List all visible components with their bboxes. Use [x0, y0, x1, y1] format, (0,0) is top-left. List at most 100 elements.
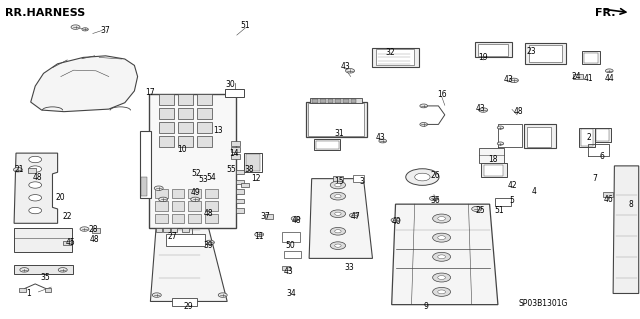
Bar	[188, 201, 201, 211]
Circle shape	[205, 240, 214, 245]
Text: 38: 38	[244, 165, 255, 174]
Circle shape	[82, 28, 88, 31]
Text: 41: 41	[584, 74, 594, 83]
Circle shape	[391, 218, 400, 222]
Bar	[188, 189, 201, 198]
Circle shape	[330, 192, 346, 200]
Bar	[149, 94, 236, 228]
Bar	[244, 153, 262, 172]
Bar	[178, 108, 193, 119]
Bar	[372, 48, 419, 67]
Bar	[241, 182, 249, 188]
Text: 3: 3	[359, 177, 364, 186]
Text: 9: 9	[423, 302, 428, 311]
Text: FR.: FR.	[595, 8, 616, 18]
Text: 1: 1	[26, 289, 31, 298]
Text: 11: 11	[255, 232, 264, 241]
Text: 19: 19	[478, 53, 488, 62]
Text: 39: 39	[203, 241, 213, 250]
Bar	[63, 241, 71, 246]
Circle shape	[497, 126, 504, 129]
Bar	[484, 165, 503, 176]
Bar	[308, 103, 364, 136]
Bar	[140, 131, 151, 198]
Bar	[197, 136, 212, 147]
Bar	[172, 201, 184, 211]
Bar	[320, 99, 326, 103]
Bar	[159, 136, 174, 147]
Text: 2: 2	[586, 133, 591, 142]
Bar	[159, 122, 174, 133]
Bar	[310, 98, 362, 103]
Text: 43: 43	[340, 63, 351, 71]
Circle shape	[330, 210, 346, 218]
Circle shape	[152, 293, 161, 297]
Text: 48: 48	[203, 209, 213, 218]
Bar	[595, 128, 611, 142]
Bar	[479, 148, 504, 163]
Bar	[45, 288, 51, 292]
Circle shape	[80, 227, 89, 231]
Text: 47: 47	[350, 212, 360, 221]
Bar	[155, 189, 168, 198]
Circle shape	[438, 276, 445, 279]
Circle shape	[255, 232, 264, 237]
Circle shape	[58, 268, 67, 272]
Bar	[19, 288, 26, 292]
Bar	[333, 176, 343, 182]
Text: 16: 16	[436, 90, 447, 99]
Circle shape	[29, 182, 42, 188]
Bar	[28, 168, 36, 173]
Text: 18: 18	[488, 155, 497, 164]
Bar	[351, 99, 356, 103]
Text: 32: 32	[385, 48, 396, 57]
Text: 51: 51	[494, 206, 504, 215]
Text: 20: 20	[56, 193, 66, 202]
Circle shape	[29, 166, 42, 172]
Text: 46: 46	[603, 195, 613, 204]
Circle shape	[346, 69, 355, 73]
Bar	[343, 99, 349, 103]
Text: 13: 13	[212, 126, 223, 135]
Bar	[579, 128, 595, 147]
Bar	[232, 154, 240, 159]
Bar	[282, 232, 300, 242]
Bar	[529, 45, 562, 62]
Bar	[178, 136, 193, 147]
Text: 43: 43	[475, 104, 485, 113]
Circle shape	[438, 255, 445, 259]
Circle shape	[335, 212, 341, 215]
Circle shape	[335, 183, 341, 187]
Circle shape	[605, 69, 613, 73]
Bar	[335, 99, 341, 103]
Bar	[596, 129, 609, 141]
Text: 21: 21	[15, 165, 24, 174]
Bar	[314, 139, 340, 150]
Bar	[232, 141, 240, 146]
Circle shape	[330, 181, 346, 189]
Circle shape	[438, 236, 445, 240]
Circle shape	[497, 142, 504, 145]
Text: 51: 51	[240, 21, 250, 30]
Circle shape	[159, 197, 168, 202]
Text: 43: 43	[283, 267, 293, 276]
Text: 15: 15	[334, 177, 344, 186]
Circle shape	[13, 167, 22, 172]
Bar	[328, 99, 333, 103]
Bar	[573, 74, 583, 79]
Circle shape	[330, 242, 346, 249]
Text: 48: 48	[291, 216, 301, 225]
Text: 35: 35	[40, 273, 50, 282]
Text: 49: 49	[190, 189, 200, 197]
Text: 4: 4	[532, 187, 537, 196]
Bar	[584, 53, 598, 63]
Text: 25: 25	[475, 206, 485, 215]
Polygon shape	[150, 193, 227, 301]
Circle shape	[330, 227, 346, 235]
Circle shape	[335, 195, 341, 198]
Text: 42: 42	[507, 181, 517, 189]
Bar	[376, 49, 414, 65]
Text: 43: 43	[504, 75, 514, 84]
Bar	[159, 108, 174, 119]
Text: 50: 50	[285, 241, 295, 250]
